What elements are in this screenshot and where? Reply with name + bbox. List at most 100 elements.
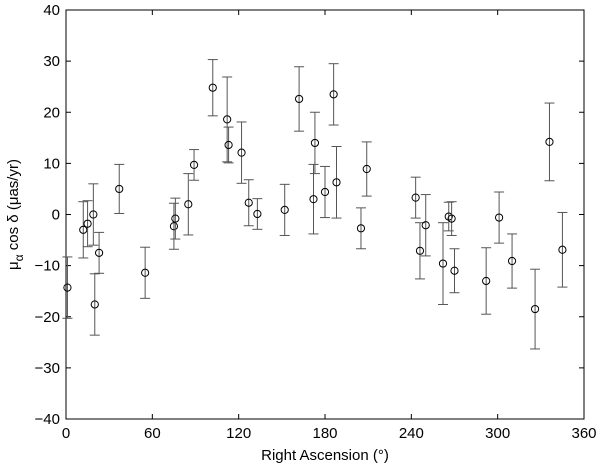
y-axis: −40 −30 −20 −10 0 10 20 30 40 [35,2,584,428]
data-point [189,149,200,181]
data-point [361,141,372,197]
data-point [355,207,366,250]
data-point [94,231,105,274]
data-point [222,76,233,163]
data-point [170,197,181,240]
point-marker [447,214,456,223]
point-marker [495,213,504,222]
data-point [557,211,568,288]
data-point [320,165,330,219]
point-marker [280,205,289,214]
y-axis-label: μα cos δ (μas/yr) [5,159,26,270]
data-point [507,233,518,289]
point-marker [208,83,217,92]
point-marker [411,193,420,202]
data-point [140,246,151,299]
point-marker [415,246,425,255]
point-marker [310,138,320,148]
data-point [420,194,431,257]
data-point [207,59,218,117]
x-tick-label: 180 [312,425,337,442]
x-tick-label: 240 [399,425,424,442]
point-marker [83,219,92,228]
point-marker [224,140,233,150]
data-point [530,268,541,350]
point-marker [507,256,517,266]
point-marker [90,300,99,309]
data-point [331,146,342,219]
data-point [78,201,89,259]
point-marker [79,225,88,234]
data-point [252,198,263,230]
point-marker [169,222,179,231]
x-axis-label: Right Ascension (°) [261,447,389,464]
point-marker [244,198,253,207]
data-point [481,247,492,315]
x-tick-label: 120 [226,425,251,442]
data-point [544,102,555,182]
point-marker [189,160,199,170]
x-axis: 0 60 120 180 240 300 360 [62,10,597,442]
point-marker [237,148,246,157]
y-tick-label: −10 [35,258,60,275]
y-axis-label-subscript: α [12,254,26,261]
point-marker [356,224,366,233]
data-point [410,176,421,219]
x-tick-label: 60 [144,425,161,442]
point-marker [89,210,98,219]
data-point [446,201,457,236]
data-markers [62,59,568,350]
data-point [89,273,100,336]
point-marker [184,200,193,209]
point-marker [482,276,491,286]
y-tick-label: 10 [43,155,60,172]
point-marker [530,304,540,314]
y-tick-label: 40 [43,2,60,19]
point-marker [115,184,124,194]
point-marker [362,164,371,174]
y-tick-label: 30 [43,53,60,70]
y-axis-label-rest: cos δ (μas/yr) [5,159,22,254]
data-point [183,173,194,236]
data-point [82,200,93,248]
y-tick-label: 20 [43,104,60,121]
data-point [88,183,99,246]
data-point [223,126,234,164]
point-marker [63,283,72,292]
data-point [114,163,125,214]
point-marker [171,214,180,223]
data-point [294,66,305,132]
x-tick-label: 360 [571,425,596,442]
data-point [437,222,448,305]
point-marker [421,221,430,230]
data-point [449,248,460,294]
point-marker [545,137,554,147]
data-point [414,222,425,280]
y-axis-label-symbol: μ [5,261,22,270]
point-marker [309,195,318,204]
point-marker [295,94,304,104]
data-point [279,183,290,236]
point-marker [94,248,104,257]
x-tick-label: 0 [62,425,70,442]
y-tick-label: 0 [52,207,60,224]
point-marker [450,266,459,275]
point-marker [332,178,341,187]
data-point [309,111,320,175]
point-marker [141,268,150,277]
point-marker [329,90,338,99]
data-point [328,63,339,126]
point-marker [253,209,262,219]
y-tick-label: −30 [35,360,60,377]
point-marker [320,187,330,197]
point-marker [438,259,448,268]
data-point [308,163,319,235]
x-tick-label: 300 [485,425,510,442]
data-point [236,121,247,184]
data-point [243,179,254,227]
point-marker [558,245,567,254]
point-marker [223,115,232,124]
data-point [62,256,73,319]
y-tick-label: −40 [35,411,60,428]
y-tick-label: −20 [35,309,60,326]
